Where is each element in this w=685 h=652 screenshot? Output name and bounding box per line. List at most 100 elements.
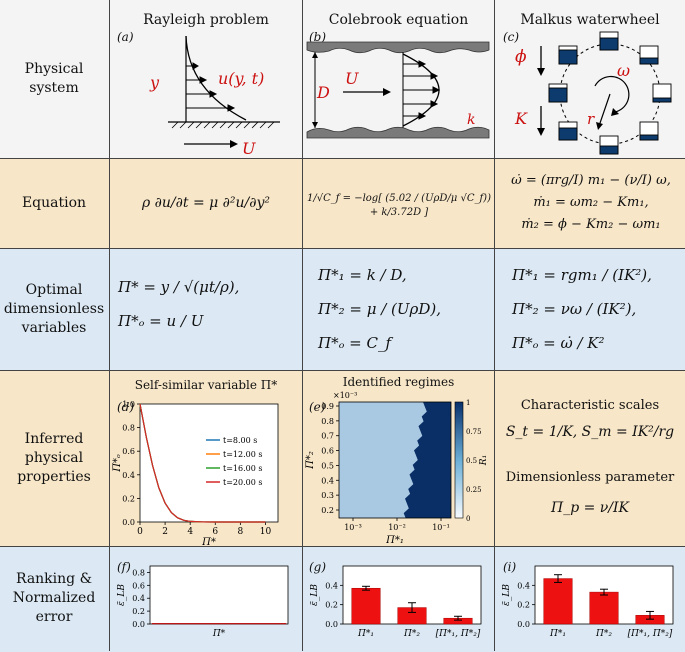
y-tick-label: 0.7 bbox=[321, 432, 334, 441]
label-U-flow: U bbox=[345, 69, 359, 88]
equation-colebrook: 1/√C_f = −log[ (5.02 / (UρD/μ √C_f)) + k… bbox=[307, 193, 491, 218]
label-D: D bbox=[316, 83, 330, 102]
flow-profile-arrows bbox=[403, 60, 441, 120]
waterwheel-schematic: ϕ ω K r bbox=[514, 31, 672, 155]
x-tick-label: 2 bbox=[162, 527, 168, 537]
chart-title-colebrook: Identified regimes bbox=[342, 375, 455, 389]
colorbar-tick-label: 0.25 bbox=[466, 486, 482, 494]
colorbar-tick-label: 0.5 bbox=[466, 457, 477, 465]
x-tick-label: 0 bbox=[137, 527, 143, 537]
x-tick-label: 10⁻¹ bbox=[432, 523, 450, 532]
y-tick-label: 0.2 bbox=[132, 607, 145, 616]
panel-label-a: (a) bbox=[117, 30, 134, 44]
panel-label-f: (f) bbox=[117, 560, 131, 574]
column-title-malkus: Malkus waterwheel bbox=[520, 12, 660, 28]
y-axis-label: ε̃_LB bbox=[501, 584, 512, 606]
param-formula: Π_p = ν/IK bbox=[550, 500, 630, 516]
radius-line bbox=[598, 93, 611, 127]
variable-colebrook-3: Π*ₒ = C_f bbox=[318, 334, 391, 352]
plate-hatching bbox=[171, 121, 275, 129]
legend-entry: t=20.00 s bbox=[223, 478, 262, 487]
y-tick-label: 0.6 bbox=[321, 447, 334, 456]
y-tick-label: 0.4 bbox=[132, 594, 145, 603]
profile-arrows bbox=[186, 62, 236, 112]
y-tick-label: 0.0 bbox=[325, 620, 338, 629]
variable-rayleigh-1: Π* = y / √(μt/ρ), bbox=[118, 278, 240, 296]
regime-high bbox=[403, 402, 451, 518]
label-y: y bbox=[149, 73, 160, 92]
velocity-profile bbox=[185, 35, 247, 121]
scales-title: Characteristic scales bbox=[520, 398, 660, 413]
y-tick-label: 0.0 bbox=[122, 518, 135, 527]
y-axis-label: Π*₂ bbox=[305, 451, 316, 470]
column-divider bbox=[109, 0, 110, 651]
equation-malkus: ω̇ = (πrg/I) m₁ − (ν/I) ω, ṁ₁ = ωm₂ − Km… bbox=[497, 170, 685, 236]
y-tick-label: 0.2 bbox=[517, 601, 530, 610]
category-label: Π*₂ bbox=[403, 629, 420, 639]
buckets bbox=[548, 31, 672, 155]
x-tick-label: 6 bbox=[212, 527, 218, 537]
column-divider bbox=[494, 0, 495, 651]
equation-rayleigh: ρ ∂u/∂t = μ ∂²u/∂y² bbox=[141, 195, 271, 211]
row-equation-bg bbox=[0, 158, 685, 249]
rotation-arrow bbox=[594, 75, 630, 113]
series-line bbox=[139, 403, 266, 523]
x-axis-label: Π*₁ bbox=[385, 535, 404, 546]
y-axis-label: ε̃_LB bbox=[309, 584, 320, 606]
error-bar bbox=[589, 591, 619, 625]
error-bar bbox=[151, 623, 287, 625]
x-tick-label: 10⁻³ bbox=[344, 523, 362, 532]
label-k: k bbox=[467, 112, 475, 128]
rayleigh-schematic: y u(y, t) U bbox=[149, 35, 280, 158]
row-label-ranking: Ranking & Normalized error bbox=[12, 571, 96, 625]
label-U: U bbox=[242, 139, 256, 158]
y-tick-label: 0.6 bbox=[122, 447, 135, 456]
panel-label-i: (i) bbox=[503, 560, 517, 574]
column-title-rayleigh: Rayleigh problem bbox=[143, 12, 269, 28]
legend-entry: t=16.00 s bbox=[223, 464, 262, 473]
y-tick-label: 0.5 bbox=[321, 461, 334, 470]
y-tick-label: 0.8 bbox=[122, 424, 135, 433]
panel-label-g: (g) bbox=[309, 560, 327, 574]
category-label: Π*₁ bbox=[357, 629, 374, 639]
column-divider bbox=[302, 0, 303, 651]
chart-title-rayleigh: Self-similar variable Π* bbox=[134, 378, 278, 392]
colorbar-tick-label: 0 bbox=[466, 515, 470, 523]
colorbar-tick-label: 1 bbox=[466, 399, 470, 407]
category-label: [Π*₁, Π*₂] bbox=[436, 629, 481, 639]
scales-formula: S_t = 1/K, S_m = IK²/rg bbox=[505, 424, 675, 440]
label-u: u(y, t) bbox=[218, 69, 264, 88]
label-r: r bbox=[587, 110, 595, 128]
chart-regimes: ×10⁻³ 0.2 0.3 0.4 0.5 0.6 0.7 0.8 0.9 10⁻³ 10⁻² 10⁻… bbox=[305, 391, 489, 546]
panel-label-c: (c) bbox=[503, 30, 520, 44]
plot-area bbox=[149, 565, 289, 625]
plot-frame bbox=[338, 401, 452, 519]
row-variables-bg bbox=[0, 248, 685, 371]
row-label-variables: Optimal dimensionless variables bbox=[3, 281, 105, 336]
y-tick-label: 0.2 bbox=[325, 601, 338, 610]
variables-malkus: Π*₁ = rgm₁ / (IK²), Π*₂ = νω / (IK²), Π*… bbox=[512, 258, 684, 360]
variables-colebrook: Π*₁ = k / D, Π*₂ = μ / (UρD), Π*ₒ = C_f bbox=[318, 258, 492, 360]
x-tick-label: 4 bbox=[187, 527, 193, 537]
y-tick-label: 0.4 bbox=[321, 476, 334, 485]
param-title: Dimensionless parameter bbox=[505, 470, 675, 485]
y-tick-label: 0.2 bbox=[122, 494, 135, 503]
y-tick-label: 1.0 bbox=[122, 400, 135, 409]
variable-colebrook-1: Π*₁ = k / D, bbox=[318, 266, 407, 284]
axis-exponent: ×10⁻³ bbox=[333, 391, 357, 400]
plot-area bbox=[139, 403, 279, 523]
row-label-physical: Physical system bbox=[24, 61, 84, 96]
bottom-rough-wall bbox=[306, 126, 490, 139]
y-tick-label: 0.4 bbox=[325, 581, 338, 590]
y-tick-label: 0.8 bbox=[321, 417, 334, 426]
chart-error-rayleigh: 0.0 0.2 0.4 0.6 0.8 ε̃_LB Π* bbox=[116, 565, 289, 639]
panel-label-d: (d) bbox=[117, 400, 135, 414]
x-tick-label: 8 bbox=[237, 527, 243, 537]
error-bar bbox=[543, 578, 573, 625]
variable-rayleigh-2: Π*ₒ = u / U bbox=[118, 312, 204, 330]
category-label: Π*₂ bbox=[595, 629, 612, 639]
category-label: Π*₁ bbox=[549, 629, 566, 639]
y-tick-label: 0.0 bbox=[517, 620, 530, 629]
x-tick-label: 10 bbox=[260, 527, 272, 537]
